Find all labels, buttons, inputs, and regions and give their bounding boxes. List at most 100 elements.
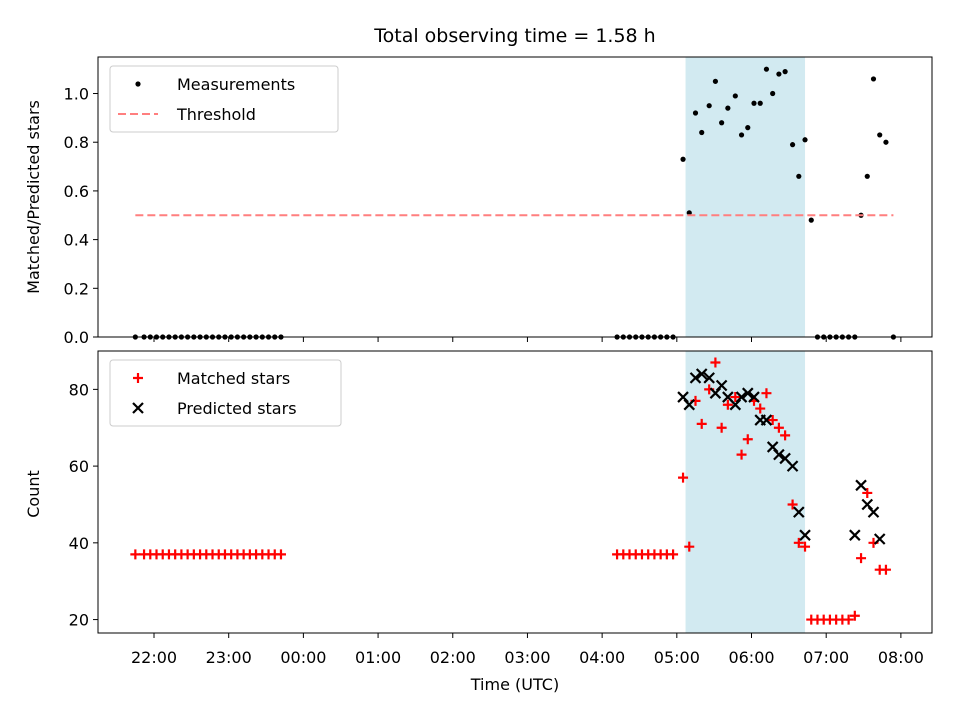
x-tick-label: 22:00 [131,648,177,667]
data-point [745,125,751,131]
data-point [877,132,883,138]
x-tick-label: 08:00 [878,648,924,667]
data-point [678,472,689,483]
y-tick-label: 0.6 [64,182,89,201]
x-tick-label: 07:00 [803,648,849,667]
y-tick-label: 60 [69,457,89,476]
data-point [722,399,733,410]
legend: Matched stars Predicted stars [109,359,342,427]
x-tick-label: 03:00 [504,648,550,667]
data-point [773,448,785,461]
data-point [741,387,754,399]
data-point [793,506,805,518]
data-point [695,368,708,380]
legend-marker [133,373,143,383]
data-point [719,120,725,126]
series-matched-stars [130,357,891,625]
data-point [736,449,747,460]
bottom-panel: 20 40 60 80 22:00 23:00 00:00 01:00 02:00 03:00 04… [69,350,933,667]
data-point [689,372,702,384]
data-point [770,90,776,97]
data-point [755,403,766,414]
data-point [789,142,796,148]
data-point [856,553,867,564]
chart-title: Total observing time = 1.58 h [373,25,655,47]
data-point [776,71,782,77]
data-point [873,533,886,545]
data-point [782,69,788,75]
legend-label: Predicted stars [177,399,297,418]
data-point [130,549,141,560]
data-point [715,379,728,392]
data-point [680,156,686,162]
data-point [862,487,873,498]
data-point [855,479,867,492]
x-tick-label: 00:00 [280,648,326,667]
data-point [780,430,791,441]
data-point [712,78,719,84]
legend-label: Matched stars [177,369,290,388]
data-point [699,129,705,136]
x-tick-label: 02:00 [430,648,476,667]
legend-marker [132,402,144,414]
top-panel: 0.0 0.2 0.4 0.6 0.8 1.0 Measurements Threshold [64,56,933,347]
data-point [870,76,877,82]
y-tick-label: 0.8 [64,133,89,152]
data-point [735,391,748,403]
data-point [867,506,880,518]
data-point [668,549,679,560]
plot-frame [97,56,933,338]
shaded-region [685,351,806,633]
data-point [730,392,741,403]
data-point [748,391,760,403]
data-point [692,110,699,116]
data-point [738,132,745,138]
y-tick-label: 0.4 [64,231,89,250]
data-point [880,564,891,575]
x-tick-label: 06:00 [728,648,774,667]
data-point [800,541,811,552]
top-y-axis-label: Matched/Predicted stars [24,100,43,294]
data-point [799,529,811,541]
data-point [849,529,861,541]
data-point [751,100,757,106]
bottom-y-axis-label: Count [24,470,43,518]
series-predicted-stars [677,368,886,545]
y-tick-label: 0.0 [64,328,89,347]
y-tick-label: 80 [69,380,89,399]
data-point [760,414,773,426]
data-point [763,66,770,72]
x-axis-label: Time (UTC) [470,675,559,694]
x-tick-label: 04:00 [579,648,625,667]
legend-label: Measurements [177,75,295,94]
shaded-region [685,57,806,337]
data-point [786,460,799,472]
data-point [883,139,889,145]
data-point [864,173,870,179]
data-point [761,388,772,399]
data-point [725,105,731,111]
data-point [767,415,778,426]
data-point [275,549,286,560]
data-point [716,422,727,433]
x-tick-label: 23:00 [206,648,252,667]
data-point [686,210,692,216]
data-point [732,93,738,99]
data-point [703,372,715,384]
data-point [683,398,696,411]
data-point [796,173,802,179]
legend-label: Threshold [176,105,256,124]
data-point [802,137,808,143]
data-point [849,610,860,621]
data-point [757,100,763,106]
y-tick-label: 0.2 [64,279,89,298]
legend-box [109,65,339,133]
data-point [773,422,784,433]
y-tick-label: 20 [69,611,89,630]
legend: Measurements Threshold [109,65,339,133]
data-point [808,217,814,223]
data-point [696,418,707,429]
x-tick-label: 01:00 [355,648,401,667]
y-tick-label: 1.0 [64,85,89,104]
